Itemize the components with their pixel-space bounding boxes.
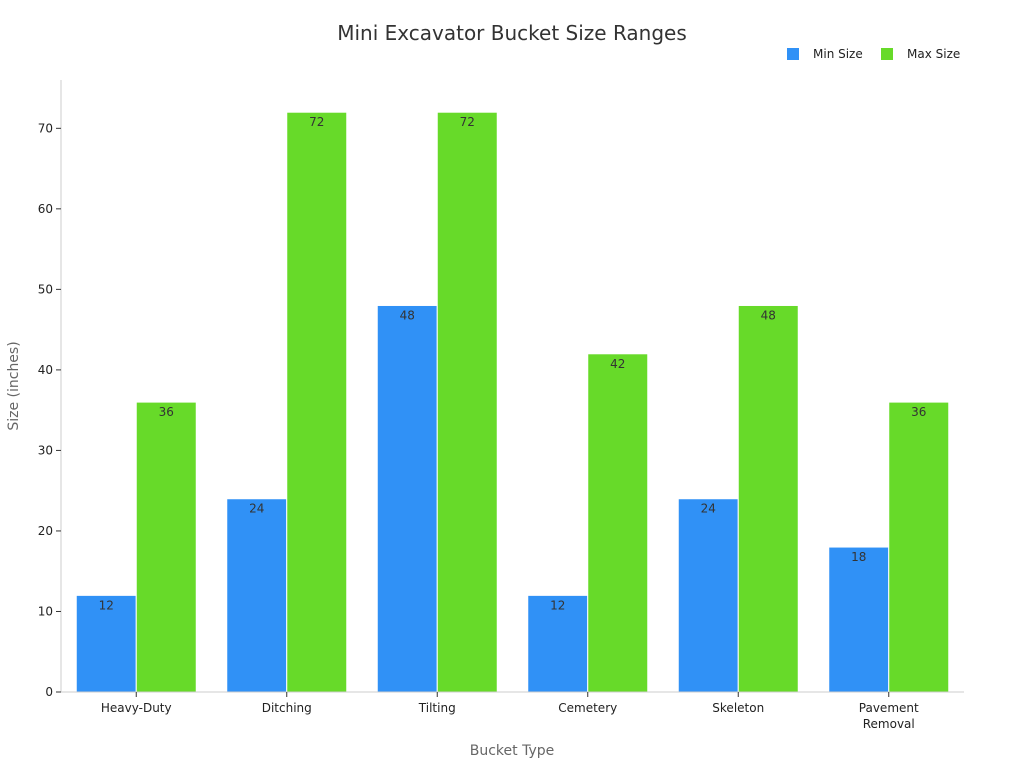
legend-swatch-min: [787, 48, 799, 60]
bar-max-1: [286, 111, 348, 693]
data-label-min-2: 48: [400, 308, 415, 322]
x-axis-title: Bucket Type: [470, 743, 555, 759]
data-label-max-1: 72: [309, 115, 324, 129]
y-tick-label: 0: [45, 685, 53, 699]
x-tick-label: Ditching: [262, 701, 312, 715]
data-label-min-3: 12: [550, 598, 565, 612]
data-labels-group: 12 36 24 72 48 72 12 42 24 48 18 36: [99, 115, 927, 612]
data-label-max-2: 72: [460, 115, 475, 129]
data-label-min-4: 24: [701, 502, 716, 516]
bar-max-0: [135, 401, 197, 693]
x-tick-label: Pavement: [859, 701, 919, 715]
y-tick-label: 10: [38, 604, 53, 618]
x-axis-ticks: Heavy-Duty Ditching Tilting Cemetery Skeleto…: [101, 692, 919, 731]
bar-min-3: [527, 594, 589, 693]
y-tick-label: 70: [38, 121, 53, 135]
y-tick-label: 30: [38, 443, 53, 457]
legend-label-max: Max Size: [907, 47, 960, 61]
data-label-max-3: 42: [610, 357, 625, 371]
bar-max-3: [587, 353, 649, 693]
x-tick-label: Cemetery: [558, 701, 617, 715]
bars-group: [75, 111, 950, 693]
x-tick-label: Skeleton: [712, 701, 764, 715]
bar-min-5: [828, 546, 890, 693]
data-label-min-1: 24: [249, 502, 264, 516]
bar-max-4: [737, 304, 799, 693]
y-axis-title: Size (inches): [6, 341, 22, 430]
y-axis-ticks: 0 10 20 30 40 50 60 70: [38, 121, 61, 699]
chart-title: Mini Excavator Bucket Size Ranges: [337, 21, 687, 45]
legend-label-min: Min Size: [813, 47, 863, 61]
bar-min-4: [677, 498, 739, 693]
x-tick-label: Heavy-Duty: [101, 701, 172, 715]
legend: Min Size Max Size: [787, 47, 960, 61]
legend-swatch-max: [881, 48, 893, 60]
data-label-max-4: 48: [761, 308, 776, 322]
y-tick-label: 50: [38, 282, 53, 296]
data-label-max-5: 36: [911, 405, 926, 419]
bar-min-0: [75, 594, 137, 693]
data-label-min-0: 12: [99, 598, 114, 612]
data-label-min-5: 18: [851, 550, 866, 564]
bar-min-1: [226, 498, 288, 693]
bar-min-2: [376, 304, 438, 693]
y-tick-label: 20: [38, 524, 53, 538]
bar-max-5: [888, 401, 950, 693]
y-tick-label: 60: [38, 202, 53, 216]
x-tick-label: Removal: [863, 717, 915, 731]
data-label-max-0: 36: [159, 405, 174, 419]
bar-max-2: [436, 111, 498, 693]
y-tick-label: 40: [38, 363, 53, 377]
x-tick-label: Tilting: [418, 701, 456, 715]
